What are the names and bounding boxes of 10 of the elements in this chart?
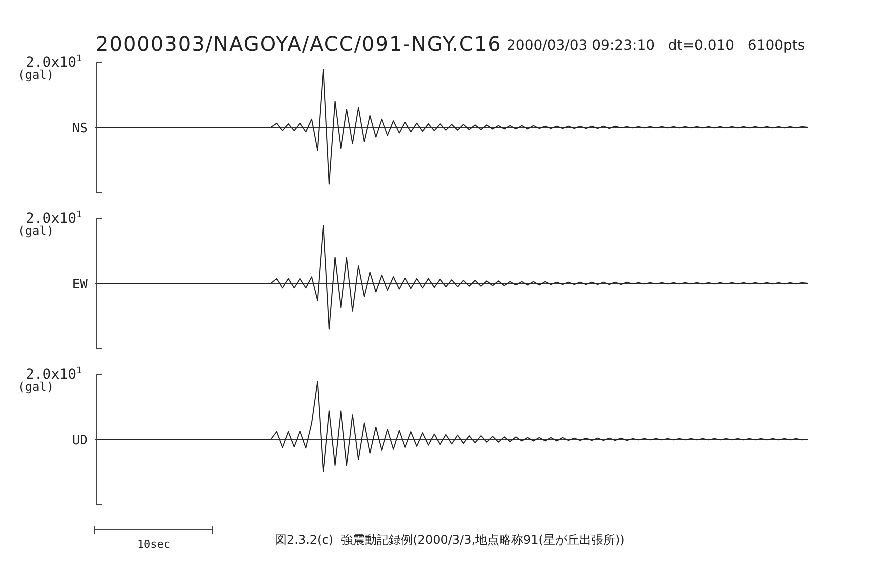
y-axis-title: (gal) <box>18 380 54 394</box>
y-axis-title: (gal) <box>18 68 54 82</box>
chart-title: 20000303/NAGOYA/ACC/091-NGY.C16 <box>96 32 502 56</box>
series-label: UD <box>72 434 88 448</box>
series-label: NS <box>72 122 88 136</box>
caption: 図2.3.2(c) 強震動記録例(2000/3/3,地点略称91(星が丘出張所)) <box>275 533 625 547</box>
series-label: EW <box>72 278 88 292</box>
y-axis-title: (gal) <box>18 224 54 238</box>
chart-subtitle: 2000/03/03 09:23:10 dt=0.010 6100pts <box>507 38 806 54</box>
text: 10sec <box>137 538 171 551</box>
